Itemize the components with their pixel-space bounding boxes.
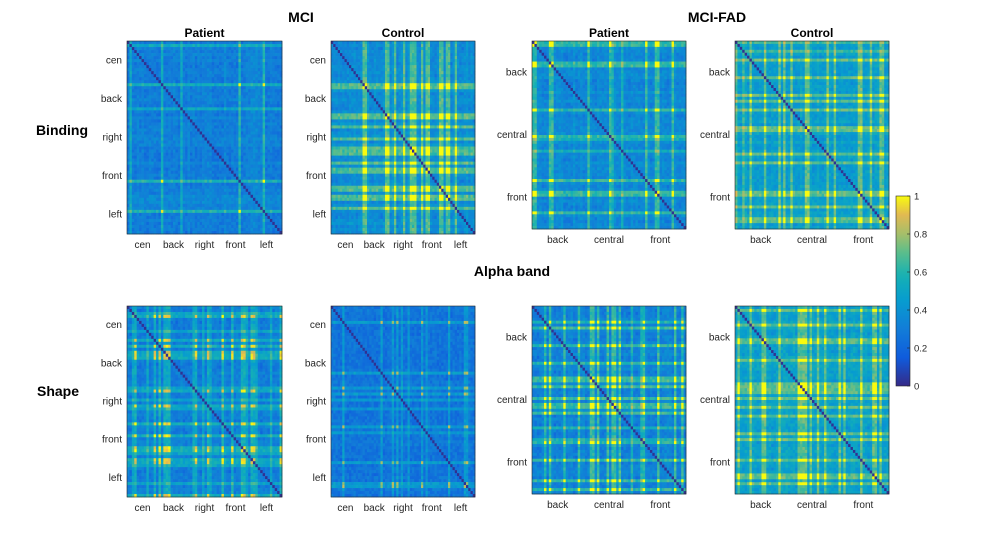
x-tick-label: back [750, 235, 772, 246]
y-tick-label: front [306, 171, 326, 182]
y-tick-label: left [313, 210, 327, 221]
middle-label-alpha-band: Alpha band [474, 263, 550, 279]
x-tick-label: left [454, 240, 468, 251]
x-tick-label: front [225, 503, 245, 514]
colorbar: 0 0.2 0.4 0.6 0.8 1 [896, 192, 927, 393]
y-tick-label: front [507, 458, 527, 469]
x-tick-label: left [260, 503, 274, 514]
x-tick-label: central [594, 235, 624, 246]
y-tick-label: cen [106, 55, 122, 66]
group-title-mci-fad: MCI-FAD [688, 9, 746, 25]
y-tick-label: back [506, 67, 528, 78]
y-tick-label: front [710, 458, 730, 469]
heatmap-cells [127, 41, 282, 234]
heatmap-cells [127, 306, 282, 497]
x-tick-label: front [225, 240, 245, 251]
heatmap-cells [735, 41, 889, 229]
x-tick-label: back [547, 500, 569, 511]
x-tick-label: front [650, 235, 670, 246]
x-tick-label: right [195, 240, 215, 251]
heatmap-panel: Control back back central central front front [700, 26, 889, 246]
heatmap-panel: cencenbackbackrightrightfrontfrontleftle… [305, 306, 475, 514]
colorbar-tick-label: 0 [914, 382, 919, 393]
y-tick-label: left [313, 473, 327, 484]
colorbar-tick-label: 0.8 [914, 230, 927, 241]
x-tick-label: front [650, 500, 670, 511]
colorbar-tick-label: 0.2 [914, 344, 927, 355]
x-tick-label: left [260, 240, 274, 251]
y-tick-label: right [307, 397, 327, 408]
x-tick-label: central [797, 500, 827, 511]
y-tick-label: back [506, 332, 528, 343]
heatmap-panel: back back central central front front [497, 306, 686, 511]
heatmap-panel: Patient back back central central front front [497, 26, 686, 246]
y-tick-label: cen [310, 320, 326, 331]
y-tick-label: front [102, 435, 122, 446]
heatmap-panel: cen cen back back right right front front left le… [101, 306, 282, 514]
panel-title: Control [791, 26, 834, 40]
x-tick-label: back [364, 240, 386, 251]
y-tick-label: back [305, 358, 327, 369]
x-tick-label: front [422, 503, 442, 514]
x-tick-label: back [364, 503, 386, 514]
y-tick-label: right [103, 397, 123, 408]
heatmap-cells [735, 306, 889, 494]
colorbar-gradient [896, 196, 910, 386]
x-tick-label: front [853, 500, 873, 511]
x-tick-label: front [853, 235, 873, 246]
colorbar-tick-label: 1 [914, 192, 919, 203]
y-tick-label: central [497, 395, 527, 406]
y-tick-label: left [109, 210, 123, 221]
panel-title: Patient [184, 26, 224, 40]
x-tick-label: cen [337, 240, 353, 251]
x-tick-label: back [163, 503, 185, 514]
heatmap-panel: back back central central front front [700, 306, 889, 511]
x-tick-label: cen [134, 240, 150, 251]
y-tick-label: right [307, 133, 327, 144]
colorbar-tick-label: 0.6 [914, 268, 927, 279]
row-label-shape: Shape [37, 383, 79, 399]
y-tick-label: right [103, 133, 123, 144]
y-tick-label: back [101, 358, 123, 369]
y-tick-label: cen [106, 320, 122, 331]
heatmap-panel: Controlcencenbackbackrightrightfrontfron… [305, 26, 475, 251]
x-tick-label: back [547, 235, 569, 246]
y-tick-label: back [709, 332, 731, 343]
x-tick-label: right [393, 240, 413, 251]
x-tick-label: central [797, 235, 827, 246]
row-label-binding: Binding [36, 122, 88, 138]
group-title-mci: MCI [288, 9, 314, 25]
y-tick-label: central [700, 395, 730, 406]
y-tick-label: back [305, 94, 327, 105]
heatmap-panel: Patient cen cen back back right right front fron… [101, 26, 282, 251]
y-tick-label: front [507, 193, 527, 204]
y-tick-label: left [109, 473, 123, 484]
heatmap-cells [331, 306, 475, 497]
panel-title: Control [382, 26, 425, 40]
y-tick-label: cen [310, 55, 326, 66]
x-tick-label: back [750, 500, 772, 511]
x-tick-label: cen [337, 503, 353, 514]
y-tick-label: front [102, 171, 122, 182]
y-tick-label: front [710, 193, 730, 204]
x-tick-label: central [594, 500, 624, 511]
x-tick-label: cen [134, 503, 150, 514]
heatmap-cells [532, 41, 686, 229]
y-tick-label: back [101, 94, 123, 105]
x-tick-label: right [195, 503, 215, 514]
y-tick-label: front [306, 435, 326, 446]
x-tick-label: front [422, 240, 442, 251]
heatmap-cells [532, 306, 686, 494]
heatmap-cells [331, 41, 475, 234]
colorbar-tick-label: 0.4 [914, 306, 927, 317]
y-tick-label: central [700, 130, 730, 141]
panel-title: Patient [589, 26, 629, 40]
y-tick-label: back [709, 67, 731, 78]
x-tick-label: right [393, 503, 413, 514]
x-tick-label: left [454, 503, 468, 514]
y-tick-label: central [497, 130, 527, 141]
x-tick-label: back [163, 240, 185, 251]
